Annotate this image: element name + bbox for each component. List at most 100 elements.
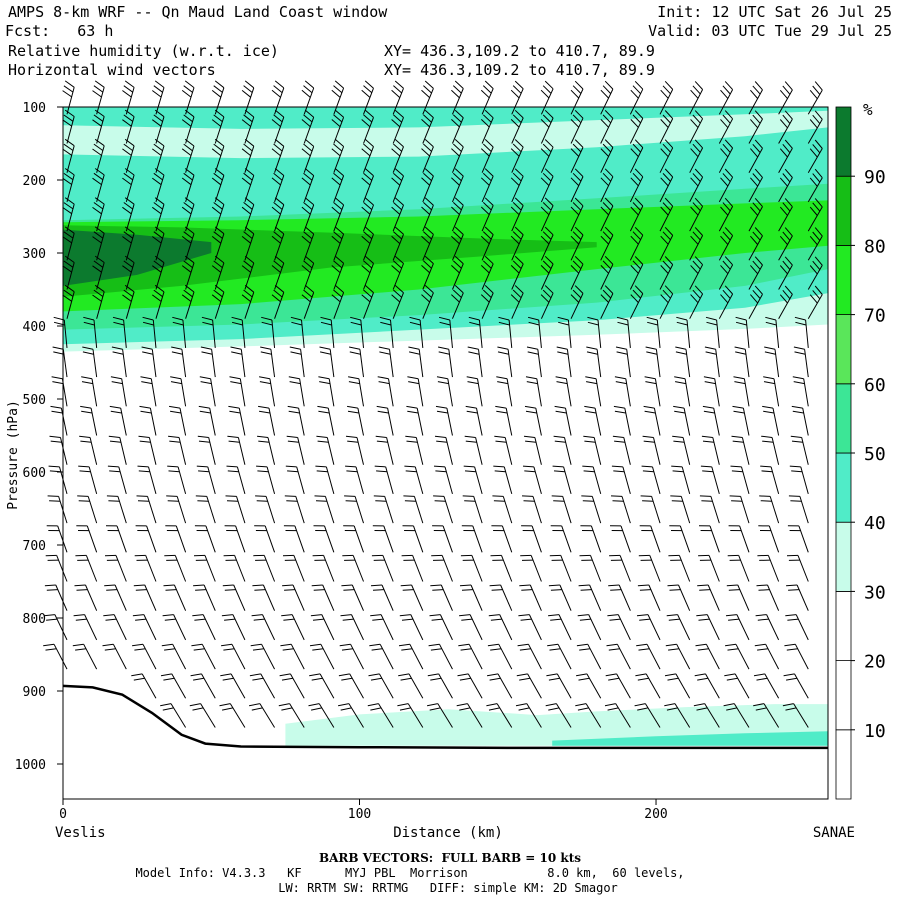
wind-barb-11-19 [369, 643, 394, 670]
colorbar-swatch-1 [835, 660, 852, 731]
wind-barb-11-20 [368, 673, 394, 699]
wind-barb-6-10 [229, 376, 246, 407]
wind-barb-21-1 [689, 110, 704, 144]
humidity-band-8 [552, 731, 828, 746]
wind-barb-14-18 [459, 614, 483, 641]
wind-barb-3-18 [132, 614, 157, 641]
wind-barb-8-14 [284, 495, 305, 524]
colorbar-swatch-0 [835, 729, 852, 800]
wind-barb-9-13 [315, 465, 335, 495]
wind-barb-13-18 [429, 614, 453, 641]
wind-barb-1-11 [80, 405, 98, 436]
wind-barb-3-13 [137, 465, 157, 495]
wind-barb-3-17 [133, 584, 157, 611]
wind-barb-5-12 [197, 435, 216, 465]
wind-barb-5-21 [189, 703, 216, 728]
wind-barb-11-15 [372, 525, 394, 553]
wind-barb-25-5 [807, 227, 823, 261]
y-tick-label-900: 900 [23, 685, 46, 700]
colorbar-label-10: 10 [864, 721, 886, 742]
wind-barb-23-6 [748, 256, 763, 290]
wind-barb-12-1 [421, 109, 434, 144]
colorbar-swatch-8 [835, 175, 852, 246]
model-info: Model Info: V4.3.3 KF MYJ PBL Morrison 8… [135, 866, 685, 880]
wind-barb-12-7 [421, 285, 434, 319]
wind-barb-15-17 [489, 584, 513, 611]
wind-barb-7-19 [250, 643, 276, 670]
wind-barb-21-13 [671, 465, 691, 495]
wind-barb-8-11 [287, 405, 305, 436]
wind-barb-24-19 [754, 643, 780, 670]
wind-barb-14-14 [462, 495, 483, 524]
wind-barb-23-12 [731, 435, 750, 465]
wind-barb-4-8 [172, 316, 187, 348]
colorbar-swatch-5 [835, 383, 852, 454]
wind-barb-12-15 [402, 525, 424, 553]
wind-barb-19-11 [613, 405, 631, 436]
wind-barb-18-16 [579, 554, 602, 582]
wind-barb-21-18 [666, 614, 691, 641]
wind-barb-15-0 [510, 80, 524, 115]
wind-barb-15-20 [487, 673, 513, 699]
wind-barb-3-0 [152, 80, 165, 115]
wind-barb-1-1 [92, 109, 105, 144]
wind-barb-15-9 [497, 346, 513, 378]
wind-barb-20-9 [645, 346, 661, 378]
wind-barb-10-13 [345, 465, 364, 495]
wind-barb-19-0 [629, 80, 644, 115]
wind-barb-19-9 [615, 346, 631, 378]
wind-barb-12-3 [421, 168, 434, 203]
wind-barb-15-16 [490, 554, 513, 582]
wind-barb-21-17 [667, 584, 691, 611]
wind-barb-16-3 [540, 168, 554, 203]
wind-barb-1-4 [92, 197, 105, 232]
wind-barb-18-5 [600, 226, 614, 261]
wind-barb-14-13 [463, 465, 483, 495]
y-tick-label-500: 500 [23, 393, 46, 408]
wind-barb-2-4 [122, 197, 135, 232]
wind-barb-14-10 [466, 376, 483, 407]
wind-barb-0-1 [62, 109, 75, 144]
wind-barb-21-5 [689, 227, 704, 261]
wind-barb-16-11 [524, 405, 542, 436]
wind-barb-7-12 [257, 435, 276, 465]
wind-barb-3-5 [152, 226, 165, 261]
wind-barb-11-2 [391, 139, 404, 173]
field-name-humidity: Relative humidity (w.r.t. ice) [8, 42, 279, 60]
wind-barb-14-20 [457, 673, 483, 699]
wind-barb-7-16 [253, 554, 276, 582]
wind-barb-12-20 [398, 673, 424, 699]
wind-barb-17-13 [552, 465, 572, 495]
wind-barb-1-2 [92, 138, 105, 173]
wind-barb-17-7 [570, 285, 584, 319]
wind-barb-25-12 [790, 435, 809, 465]
wind-barb-0-13 [48, 465, 68, 495]
wind-barb-22-16 [698, 554, 720, 582]
wind-barb-14-15 [461, 525, 483, 553]
wind-barb-4-15 [165, 525, 187, 553]
wind-barb-13-19 [428, 643, 453, 670]
wind-barb-19-8 [616, 316, 631, 348]
wind-barb-7-18 [251, 614, 276, 641]
wind-barb-9-14 [314, 495, 335, 524]
wind-barb-1-5 [92, 226, 105, 261]
x-tick-label-200: 200 [644, 807, 667, 822]
wind-barb-20-16 [638, 554, 661, 582]
wind-barb-9-20 [309, 673, 335, 699]
wind-barb-12-8 [409, 316, 424, 348]
wind-barb-1-8 [83, 316, 98, 348]
wind-barb-24-21 [753, 703, 780, 728]
wind-barb-3-6 [152, 255, 165, 290]
wind-barb-10-17 [341, 584, 364, 611]
wind-barb-18-12 [583, 435, 602, 465]
wind-barb-13-6 [451, 255, 464, 290]
wind-barb-3-1 [152, 109, 165, 144]
wind-barb-7-20 [249, 673, 275, 699]
wind-barb-23-10 [733, 376, 750, 407]
x-endpoint-left: Veslis [55, 825, 106, 841]
wind-barb-2-8 [112, 316, 127, 348]
wind-barb-11-10 [377, 376, 394, 407]
wind-barb-25-11 [791, 405, 809, 436]
colorbar-swatch-3 [835, 521, 852, 592]
wind-barb-22-0 [718, 81, 734, 115]
